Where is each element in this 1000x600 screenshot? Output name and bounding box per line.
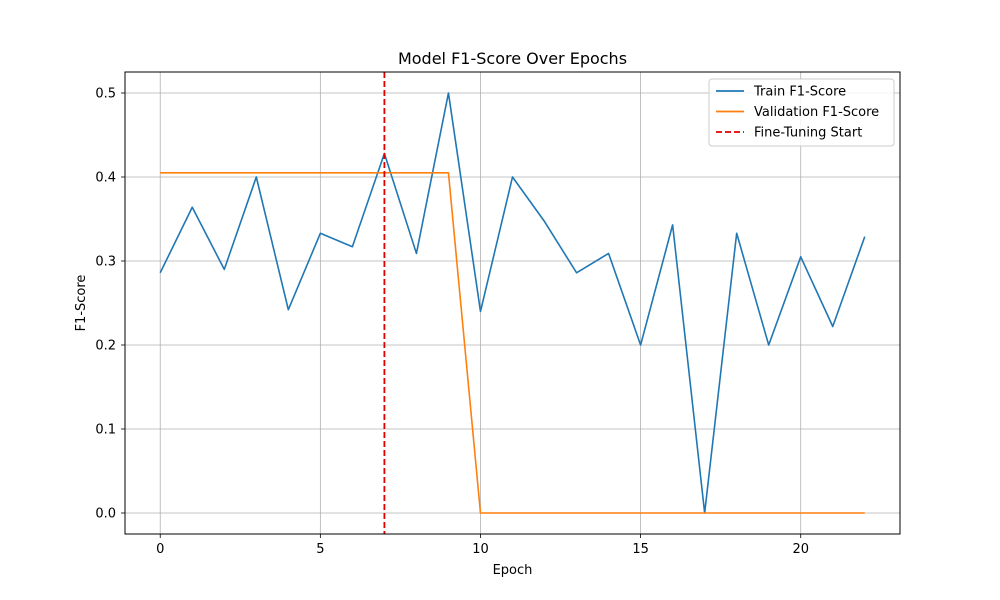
x-axis-label: Epoch — [493, 563, 533, 578]
legend-box — [708, 78, 895, 147]
y-tick-label: 0.5 — [95, 87, 116, 102]
legend-label-train: Train F1-Score — [753, 85, 846, 100]
plot-lines — [159, 72, 866, 534]
y-tick-label: 0.3 — [95, 255, 116, 270]
y-tick-label: 0.0 — [95, 507, 116, 522]
y-tick-label: 0.1 — [95, 423, 116, 438]
y-tick-label: 0.4 — [95, 171, 116, 186]
y-tick-label: 0.2 — [95, 339, 116, 354]
x-tick-label: 5 — [316, 542, 324, 557]
x-tick-label: 20 — [792, 542, 809, 557]
y-axis-label: F1-Score — [74, 275, 89, 332]
axis-ticks: 0 5 10 15 20 0.0 0.1 0.2 0.3 0.4 0.5 — [95, 87, 809, 558]
x-tick-label: 0 — [156, 542, 164, 557]
plot-frame — [124, 71, 901, 535]
x-tick-label: 10 — [472, 542, 489, 557]
chart-title: Model F1-Score Over Epochs — [398, 49, 627, 68]
legend: Train F1-Score Validation F1-Score Fine-… — [708, 78, 895, 147]
validation-f1-line — [160, 172, 865, 514]
train-f1-line — [159, 92, 866, 514]
legend-label-validation: Validation F1-Score — [754, 105, 879, 120]
x-tick-label: 15 — [632, 542, 649, 557]
legend-label-fine-tuning: Fine-Tuning Start — [754, 126, 862, 141]
